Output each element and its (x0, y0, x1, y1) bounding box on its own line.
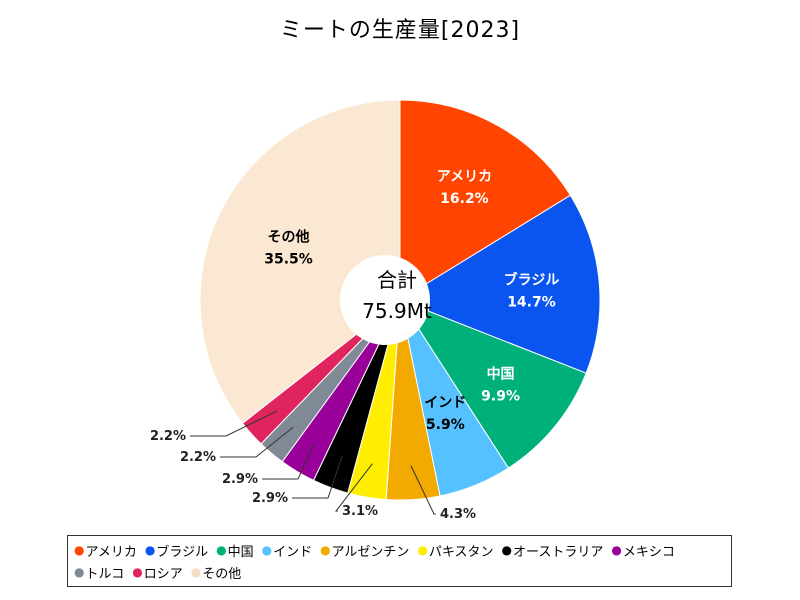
legend-label: インド (273, 544, 313, 560)
legend-row: ● トルコ ● ロシア ● その他 (74, 561, 725, 583)
legend: ● アメリカ ● ブラジル ● 中国 ● インド ● アルゼンチン ● パキスタン ● オーストラリア ● メ… (67, 535, 732, 587)
pie-slice (399, 99, 572, 301)
legend-marker: ● (611, 543, 622, 557)
pie-chart: アメリカ 16.2% ブラジル 14.7% 中国 9.9% インド 5.9% 4.3% 3.1% 2… (150, 99, 601, 522)
legend-row: ● アメリカ ● ブラジル ● 中国 ● インド ● アルゼンチン ● パキスタン ● オーストラリア ● メ… (74, 539, 725, 561)
leader-line (410, 465, 436, 515)
leader-line (220, 426, 294, 458)
legend-label: その他 (202, 566, 242, 582)
legend-marker: ● (417, 543, 428, 557)
slice-percent-label: 3.1% (342, 504, 378, 519)
legend-marker: ● (320, 543, 331, 557)
legend-label: 中国 (227, 544, 254, 560)
legend-marker: ● (74, 565, 85, 579)
legend-label: アルゼンチン (331, 544, 410, 560)
slice-percent-label: 5.9% (426, 417, 465, 433)
legend-marker: ● (74, 543, 85, 557)
slice-name-label: その他 (268, 229, 310, 246)
legend-marker: ● (144, 543, 156, 557)
legend-label: ブラジル (156, 544, 209, 560)
slice-percent-label: 16.2% (440, 191, 489, 207)
legend-item: ● メキシコ (611, 541, 675, 560)
legend-item: ● その他 (191, 563, 242, 582)
slice-name-label: インド (424, 395, 466, 411)
slice-name-label: アメリカ (437, 169, 492, 185)
legend-item: ● パキスタン (417, 541, 493, 560)
legend-label: メキシコ (622, 544, 675, 560)
legend-item: ● アルゼンチン (320, 541, 409, 560)
legend-item: ● インド (262, 541, 313, 560)
legend-label: ロシア (143, 566, 183, 582)
pie-slice (398, 194, 601, 374)
legend-marker: ● (190, 565, 202, 579)
slice-percent-label: 2.2% (150, 429, 186, 444)
slice-percent-label: 2.9% (222, 472, 258, 487)
leader-line (262, 442, 316, 480)
legend-marker: ● (216, 543, 227, 557)
legend-item: ● 中国 (216, 541, 254, 560)
leader-line (292, 455, 343, 499)
legend-marker: ● (132, 565, 143, 579)
slice-percent-label: 2.9% (252, 491, 288, 506)
slice-percent-label: 35.5% (264, 252, 313, 268)
legend-item: ● ロシア (132, 563, 183, 582)
pie-slice (398, 298, 587, 469)
slice-name-label: ブラジル (504, 271, 560, 288)
legend-label: トルコ (85, 566, 125, 582)
slice-name-label: 中国 (487, 365, 515, 382)
pie-slice (199, 99, 401, 424)
legend-item: ● アメリカ (74, 541, 137, 560)
legend-label: アメリカ (85, 544, 137, 560)
slice-percent-label: 4.3% (440, 507, 476, 522)
slice-percent-label: 14.7% (507, 294, 556, 310)
slice-percent-label: 9.9% (481, 388, 520, 404)
center-total-value: 75.9Mt (362, 299, 432, 323)
legend-item: ● トルコ (74, 563, 124, 582)
donut-hole (340, 255, 430, 345)
legend-label: オーストラリア (513, 544, 604, 560)
legend-marker: ● (501, 543, 513, 557)
leader-line (334, 463, 373, 512)
leader-line (190, 410, 277, 437)
center-total-label: 合計 (377, 268, 417, 292)
slice-percent-label: 2.2% (180, 450, 216, 465)
legend-item: ● オーストラリア (502, 541, 604, 560)
legend-label: パキスタン (428, 544, 494, 560)
chart-title: ミートの生産量[2023] (279, 18, 521, 43)
legend-item: ● ブラジル (145, 541, 208, 560)
legend-marker: ● (261, 543, 273, 557)
